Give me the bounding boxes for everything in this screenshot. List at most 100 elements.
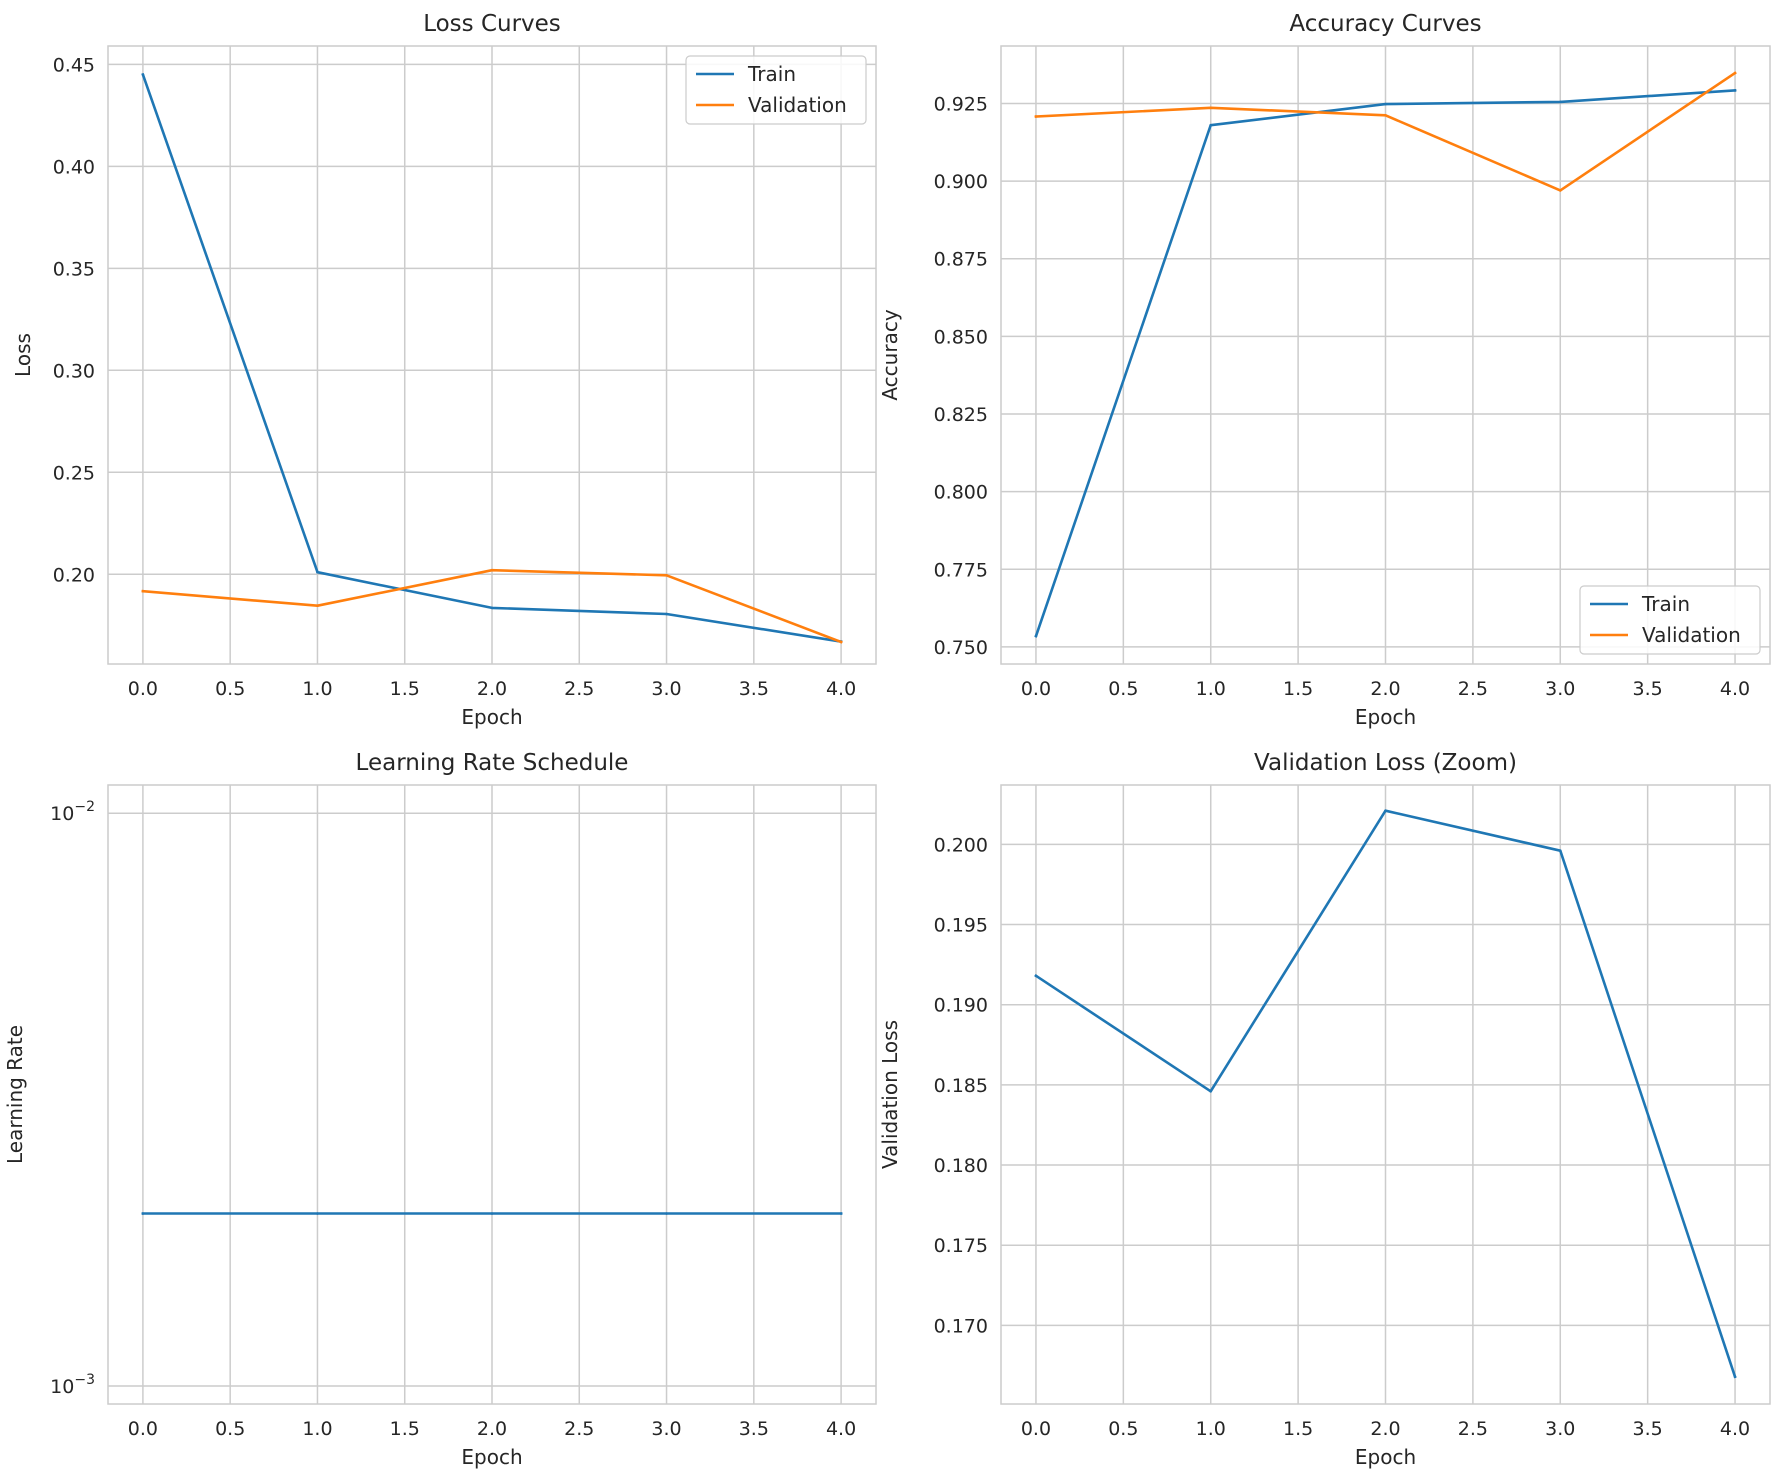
panel-0: 0.0 0.5 1.0 1.5 2.0 2.5 3.0 3.5 4.0 0.20 0.25 0.30 0… <box>11 11 877 729</box>
y-tick-label: 0.195 <box>934 915 988 937</box>
y-tick-label: 0.200 <box>934 834 988 856</box>
x-tick-label: 0.5 <box>1108 1418 1138 1440</box>
y-tick-label: 0.190 <box>934 995 988 1017</box>
y-tick-exponent: −3 <box>74 1372 95 1388</box>
chart-title: Validation Loss (Zoom) <box>1254 750 1517 776</box>
x-axis-label: Epoch <box>1355 1445 1416 1469</box>
y-axis-label: Validation Loss <box>878 1020 902 1169</box>
x-tick-label: 3.0 <box>651 678 681 700</box>
data-point <box>490 1212 494 1215</box>
x-tick-label: 3.0 <box>651 1418 681 1440</box>
plot-frame <box>1000 784 1771 1405</box>
x-tick-label: 2.0 <box>1370 678 1400 700</box>
y-tick-label: 0.825 <box>934 404 988 426</box>
data-point <box>1209 1089 1213 1093</box>
y-tick-label: 0.925 <box>934 93 988 115</box>
y-tick-label: 0.175 <box>934 1235 988 1257</box>
chart-title: Learning Rate Schedule <box>356 750 629 776</box>
data-point <box>1034 634 1038 638</box>
y-tick-base: 10 <box>50 1376 74 1398</box>
y-tick-base: 10 <box>50 803 74 825</box>
x-tick-label: 3.5 <box>739 1418 769 1440</box>
plot-frame <box>107 45 877 665</box>
x-tick-label: 4.0 <box>826 678 856 700</box>
y-tick-label: 0.750 <box>934 637 988 659</box>
chart-title: Loss Curves <box>423 11 561 37</box>
data-point <box>490 606 494 610</box>
data-point <box>1558 189 1562 192</box>
y-axis-label: Learning Rate <box>3 1025 27 1164</box>
plot-frame <box>1000 45 1771 665</box>
x-tick-label: 2.0 <box>1370 1418 1400 1440</box>
data-point <box>1384 102 1387 106</box>
y-tick-label: 0.850 <box>934 326 988 348</box>
y-tick-exponent: −2 <box>74 799 95 815</box>
panel-1: 0.0 0.5 1.0 1.5 2.0 2.5 3.0 3.5 4.0 0.750 0.775 0.8… <box>878 11 1771 729</box>
y-tick-label: 0.20 <box>53 564 95 586</box>
y-tick-label: 0.185 <box>934 1075 988 1097</box>
y-tick-label: 0.45 <box>53 54 95 76</box>
x-tick-label: 1.0 <box>1196 1418 1226 1440</box>
y-tick-label: 0.180 <box>934 1155 988 1177</box>
legend-label: Validation <box>748 93 847 117</box>
data-point <box>1209 123 1213 127</box>
x-tick-label: 2.5 <box>1458 1418 1488 1440</box>
legend-label: Train <box>747 62 796 86</box>
y-tick-label: 0.30 <box>53 360 95 382</box>
data-point <box>665 1212 668 1215</box>
x-tick-label: 0.5 <box>1108 678 1138 700</box>
y-tick-label: 0.35 <box>53 258 95 280</box>
y-tick-label: 0.25 <box>53 462 95 484</box>
x-axis-label: Epoch <box>461 705 522 729</box>
y-tick-label: 10−2 <box>50 799 95 825</box>
x-tick-label: 2.5 <box>564 678 594 700</box>
x-tick-label: 1.5 <box>390 1418 420 1440</box>
data-point <box>1384 809 1387 812</box>
x-tick-label: 2.0 <box>477 1418 507 1440</box>
x-tick-label: 1.0 <box>1196 678 1226 700</box>
data-point <box>839 640 843 644</box>
x-tick-label: 4.0 <box>826 1418 856 1440</box>
data-point <box>1034 974 1038 978</box>
y-axis-label: Loss <box>11 333 35 377</box>
x-tick-label: 3.5 <box>1633 1418 1663 1440</box>
data-point <box>1558 100 1562 104</box>
x-tick-label: 1.5 <box>1283 678 1313 700</box>
data-point <box>141 1212 145 1215</box>
data-point <box>839 1212 843 1215</box>
x-tick-label: 0.0 <box>1021 1418 1051 1440</box>
x-tick-label: 2.5 <box>1458 678 1488 700</box>
x-tick-label: 1.0 <box>302 1418 332 1440</box>
data-point <box>316 570 319 574</box>
x-tick-label: 0.0 <box>1021 678 1051 700</box>
x-tick-label: 2.0 <box>477 678 507 700</box>
plot-frame <box>107 784 877 1405</box>
data-point <box>1558 849 1562 853</box>
legend-label: Validation <box>1642 623 1741 647</box>
x-tick-label: 0.5 <box>215 1418 245 1440</box>
x-tick-label: 3.0 <box>1545 1418 1575 1440</box>
x-tick-label: 4.0 <box>1720 678 1750 700</box>
x-tick-label: 3.5 <box>1633 678 1663 700</box>
chart-title: Accuracy Curves <box>1289 11 1481 37</box>
x-tick-label: 1.0 <box>302 678 332 700</box>
panel-3: 0.0 0.5 1.0 1.5 2.0 2.5 3.0 3.5 4.0 0.170 0.175 0.1… <box>878 750 1771 1469</box>
legend: Train Validation <box>685 55 867 125</box>
y-axis-label: Accuracy <box>878 309 902 400</box>
data-point <box>141 589 145 593</box>
data-point <box>316 604 319 607</box>
data-point <box>1384 113 1387 117</box>
data-point <box>490 568 494 572</box>
x-tick-label: 2.5 <box>564 1418 594 1440</box>
legend-label: Train <box>1641 592 1690 616</box>
x-tick-label: 4.0 <box>1720 1418 1750 1440</box>
y-tick-label: 0.170 <box>934 1315 988 1337</box>
y-tick-label: 0.800 <box>934 482 988 504</box>
x-axis-label: Epoch <box>1355 705 1416 729</box>
x-tick-label: 1.5 <box>1283 1418 1313 1440</box>
x-tick-label: 0.5 <box>215 678 245 700</box>
y-tick-label: 0.40 <box>53 156 95 178</box>
x-tick-label: 1.5 <box>390 678 420 700</box>
data-point <box>1209 106 1213 110</box>
